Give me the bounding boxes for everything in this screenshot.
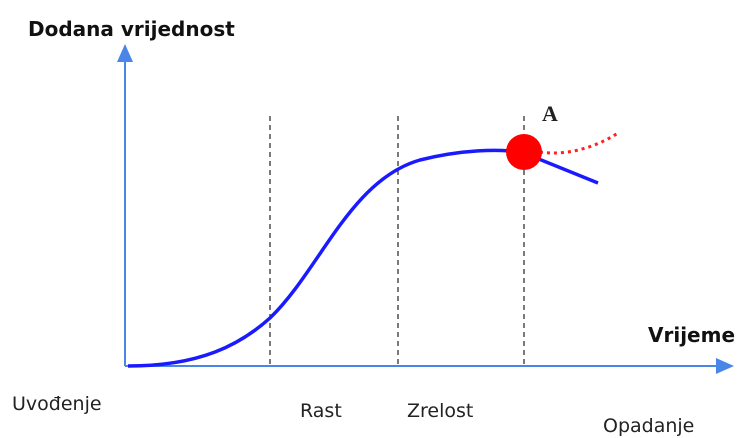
x-axis-label: Vrijeme (648, 323, 735, 347)
phase-dividers (269, 116, 525, 366)
phase-label: Uvođenje (12, 393, 102, 415)
lifecycle-curve (127, 148, 599, 368)
point-label: A (542, 101, 558, 126)
phase-label: Opadanje (603, 415, 694, 437)
phase-label: Zrelost (407, 400, 473, 422)
renewal-curve (539, 131, 619, 155)
phase-label: Rast (300, 400, 342, 422)
y-axis-label: Dodana vrijednost (28, 17, 235, 41)
point-a (506, 134, 542, 170)
